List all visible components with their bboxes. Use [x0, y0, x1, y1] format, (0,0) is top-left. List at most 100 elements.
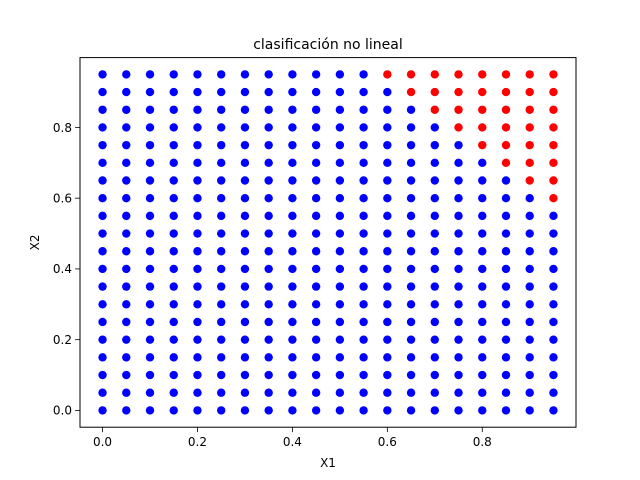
point-blue — [217, 300, 226, 309]
point-blue — [478, 406, 487, 415]
point-blue — [383, 158, 392, 168]
point-blue — [217, 229, 226, 238]
point-blue — [383, 140, 392, 150]
point-blue — [311, 300, 321, 309]
point-blue — [454, 247, 463, 256]
point-blue — [311, 406, 321, 415]
point-blue — [430, 193, 439, 203]
point-blue — [98, 300, 107, 309]
point-red — [501, 87, 511, 97]
point-blue — [478, 335, 487, 344]
point-blue — [264, 370, 273, 380]
point-blue — [169, 282, 178, 291]
point-blue — [288, 317, 297, 327]
point-blue — [288, 353, 297, 362]
point-blue — [264, 353, 273, 362]
point-blue — [288, 388, 297, 397]
point-blue — [383, 247, 392, 256]
point-blue — [217, 211, 226, 221]
point-blue — [122, 193, 131, 203]
point-blue — [240, 176, 250, 185]
point-blue — [122, 370, 131, 380]
point-blue — [288, 335, 297, 344]
point-blue — [454, 335, 463, 344]
point-red — [501, 105, 511, 114]
point-blue — [406, 140, 416, 150]
point-blue — [501, 176, 511, 185]
point-blue — [98, 87, 107, 97]
point-blue — [122, 264, 131, 274]
point-blue — [383, 335, 392, 344]
point-blue — [454, 353, 463, 362]
point-blue — [240, 282, 250, 291]
point-blue — [430, 123, 439, 132]
point-blue — [240, 70, 250, 79]
point-blue — [145, 123, 155, 132]
point-blue — [383, 370, 392, 380]
point-blue — [288, 264, 297, 274]
point-blue — [525, 264, 534, 274]
point-blue — [501, 282, 511, 291]
point-blue — [335, 300, 345, 309]
point-blue — [549, 388, 558, 397]
point-blue — [478, 353, 487, 362]
point-blue — [122, 229, 131, 238]
point-blue — [501, 335, 511, 344]
point-blue — [98, 388, 107, 397]
point-blue — [383, 211, 392, 221]
point-blue — [98, 247, 107, 256]
point-blue — [98, 211, 107, 221]
point-blue — [98, 264, 107, 274]
point-blue — [454, 317, 463, 327]
point-blue — [501, 264, 511, 274]
point-blue — [240, 87, 250, 97]
point-blue — [98, 370, 107, 380]
point-blue — [525, 300, 534, 309]
point-blue — [169, 300, 178, 309]
point-blue — [383, 87, 392, 97]
point-blue — [288, 282, 297, 291]
point-blue — [383, 317, 392, 327]
point-blue — [240, 353, 250, 362]
y-tick-label: 0.8 — [53, 121, 72, 135]
point-blue — [501, 353, 511, 362]
point-blue — [311, 87, 321, 97]
point-blue — [169, 193, 178, 203]
point-blue — [145, 87, 155, 97]
point-blue — [454, 388, 463, 397]
point-blue — [454, 370, 463, 380]
point-blue — [288, 176, 297, 185]
x-axis-label: X1 — [320, 456, 336, 470]
point-blue — [525, 370, 534, 380]
point-blue — [122, 247, 131, 256]
point-blue — [217, 123, 226, 132]
point-red — [501, 158, 511, 168]
point-blue — [288, 193, 297, 203]
point-blue — [98, 158, 107, 168]
point-blue — [501, 229, 511, 238]
point-blue — [288, 406, 297, 415]
point-blue — [501, 370, 511, 380]
point-blue — [169, 370, 178, 380]
point-blue — [406, 105, 416, 114]
point-blue — [311, 123, 321, 132]
point-blue — [217, 317, 226, 327]
point-blue — [145, 335, 155, 344]
point-red — [525, 176, 534, 185]
point-blue — [406, 193, 416, 203]
point-blue — [288, 370, 297, 380]
point-blue — [454, 300, 463, 309]
point-blue — [264, 123, 273, 132]
y-tick-label: 0.4 — [53, 262, 72, 276]
x-tick-label: 0.6 — [378, 435, 397, 449]
point-blue — [169, 140, 178, 150]
point-blue — [169, 264, 178, 274]
point-blue — [359, 140, 368, 150]
point-blue — [311, 70, 321, 79]
point-blue — [264, 140, 273, 150]
point-blue — [383, 105, 392, 114]
point-blue — [406, 388, 416, 397]
point-blue — [406, 211, 416, 221]
point-blue — [335, 406, 345, 415]
point-red — [525, 87, 534, 97]
